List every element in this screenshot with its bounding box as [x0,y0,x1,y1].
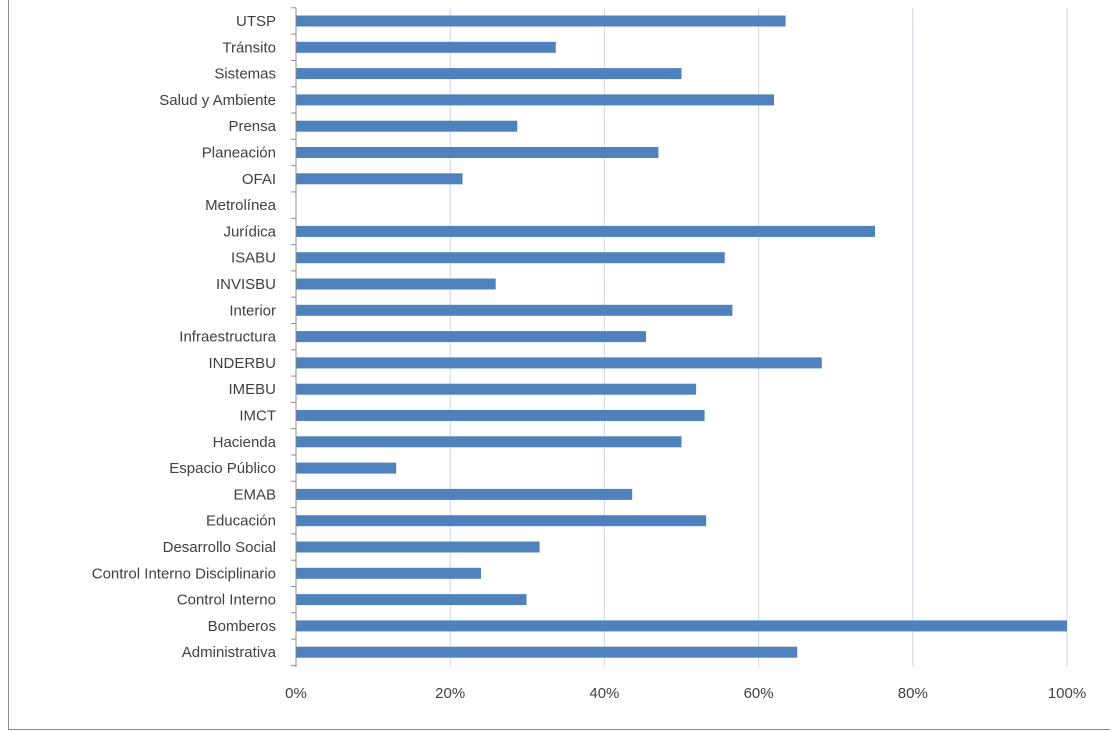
bar-bomberos [296,620,1067,632]
bar-invisbu [296,278,496,290]
bar-inderbu [296,357,822,369]
category-label-imebu: IMEBU [228,381,276,398]
x-tick-labels: 0% 20% 40% 60% 80% 100% [285,685,1086,702]
bar-imebu [296,383,697,395]
category-label-hacienda: Hacienda [213,434,277,451]
x-tick-label-40pct: 40% [589,685,619,702]
category-label-salud-y-ambiente: Salud y Ambiente [159,92,276,109]
category-label-ofai: OFAI [242,171,276,188]
bar-salud-y-ambiente [296,94,774,106]
category-label-emab: EMAB [233,486,276,503]
category-label-desarrollo-social: Desarrollo Social [163,539,276,556]
bar-desarrollo-social [296,541,540,553]
category-labels: UTSP Tránsito Sistemas Salud y Ambiente Pren… [92,13,277,661]
bar-planeacion [296,147,659,158]
bar-transito [296,41,556,53]
category-label-bomberos: Bomberos [208,618,276,635]
bar-espacio-publico [296,462,397,474]
category-label-inderbu: INDERBU [208,355,276,372]
x-tick-label-0pct: 0% [285,685,307,702]
category-label-control-interno: Control Interno [177,592,276,609]
bar-hacienda [296,436,682,448]
category-label-espacio-publico: Espacio Público [169,460,276,477]
x-tick-label-20pct: 20% [435,685,465,702]
bar-control-interno-disciplinario [296,567,481,579]
category-label-interior: Interior [229,302,276,319]
bar-interior [296,304,733,316]
bar-administrativa [296,646,798,658]
chart-frame [8,0,1110,730]
axes [291,7,297,667]
category-label-educacion: Educación [206,513,276,530]
x-tick-label-60pct: 60% [744,685,774,702]
x-tick-label-80pct: 80% [898,685,928,702]
category-label-planeacion: Planeación [202,145,276,162]
category-label-isabu: ISABU [231,250,276,267]
bar-emab [296,488,633,500]
category-label-utsp: UTSP [236,13,276,30]
category-label-sistemas: Sistemas [214,66,276,83]
bar-prensa [296,120,518,132]
category-label-metrolinea: Metrolínea [205,197,277,214]
bars [296,15,1067,658]
x-tick-label-100pct: 100% [1048,685,1086,702]
bar-utsp [296,15,786,27]
bar-sistemas [296,68,682,80]
category-label-infraestructura: Infraestructura [179,329,276,346]
bar-ofai [296,173,463,185]
bar-control-interno [296,594,527,606]
bar-imct [296,410,705,421]
bar-juridica [296,225,875,237]
category-label-administrativa: Administrativa [182,644,277,661]
bar-infraestructura [296,331,646,343]
bar-educacion [296,515,707,527]
category-label-imct: IMCT [239,408,276,425]
category-label-prensa: Prensa [228,118,276,135]
category-label-invisbu: INVISBU [216,276,276,293]
category-label-transito: Tránsito [222,39,276,56]
category-label-control-interno-disciplinario: Control Interno Disciplinario [92,565,276,582]
bar-isabu [296,252,725,264]
category-label-juridica: Jurídica [223,223,276,240]
